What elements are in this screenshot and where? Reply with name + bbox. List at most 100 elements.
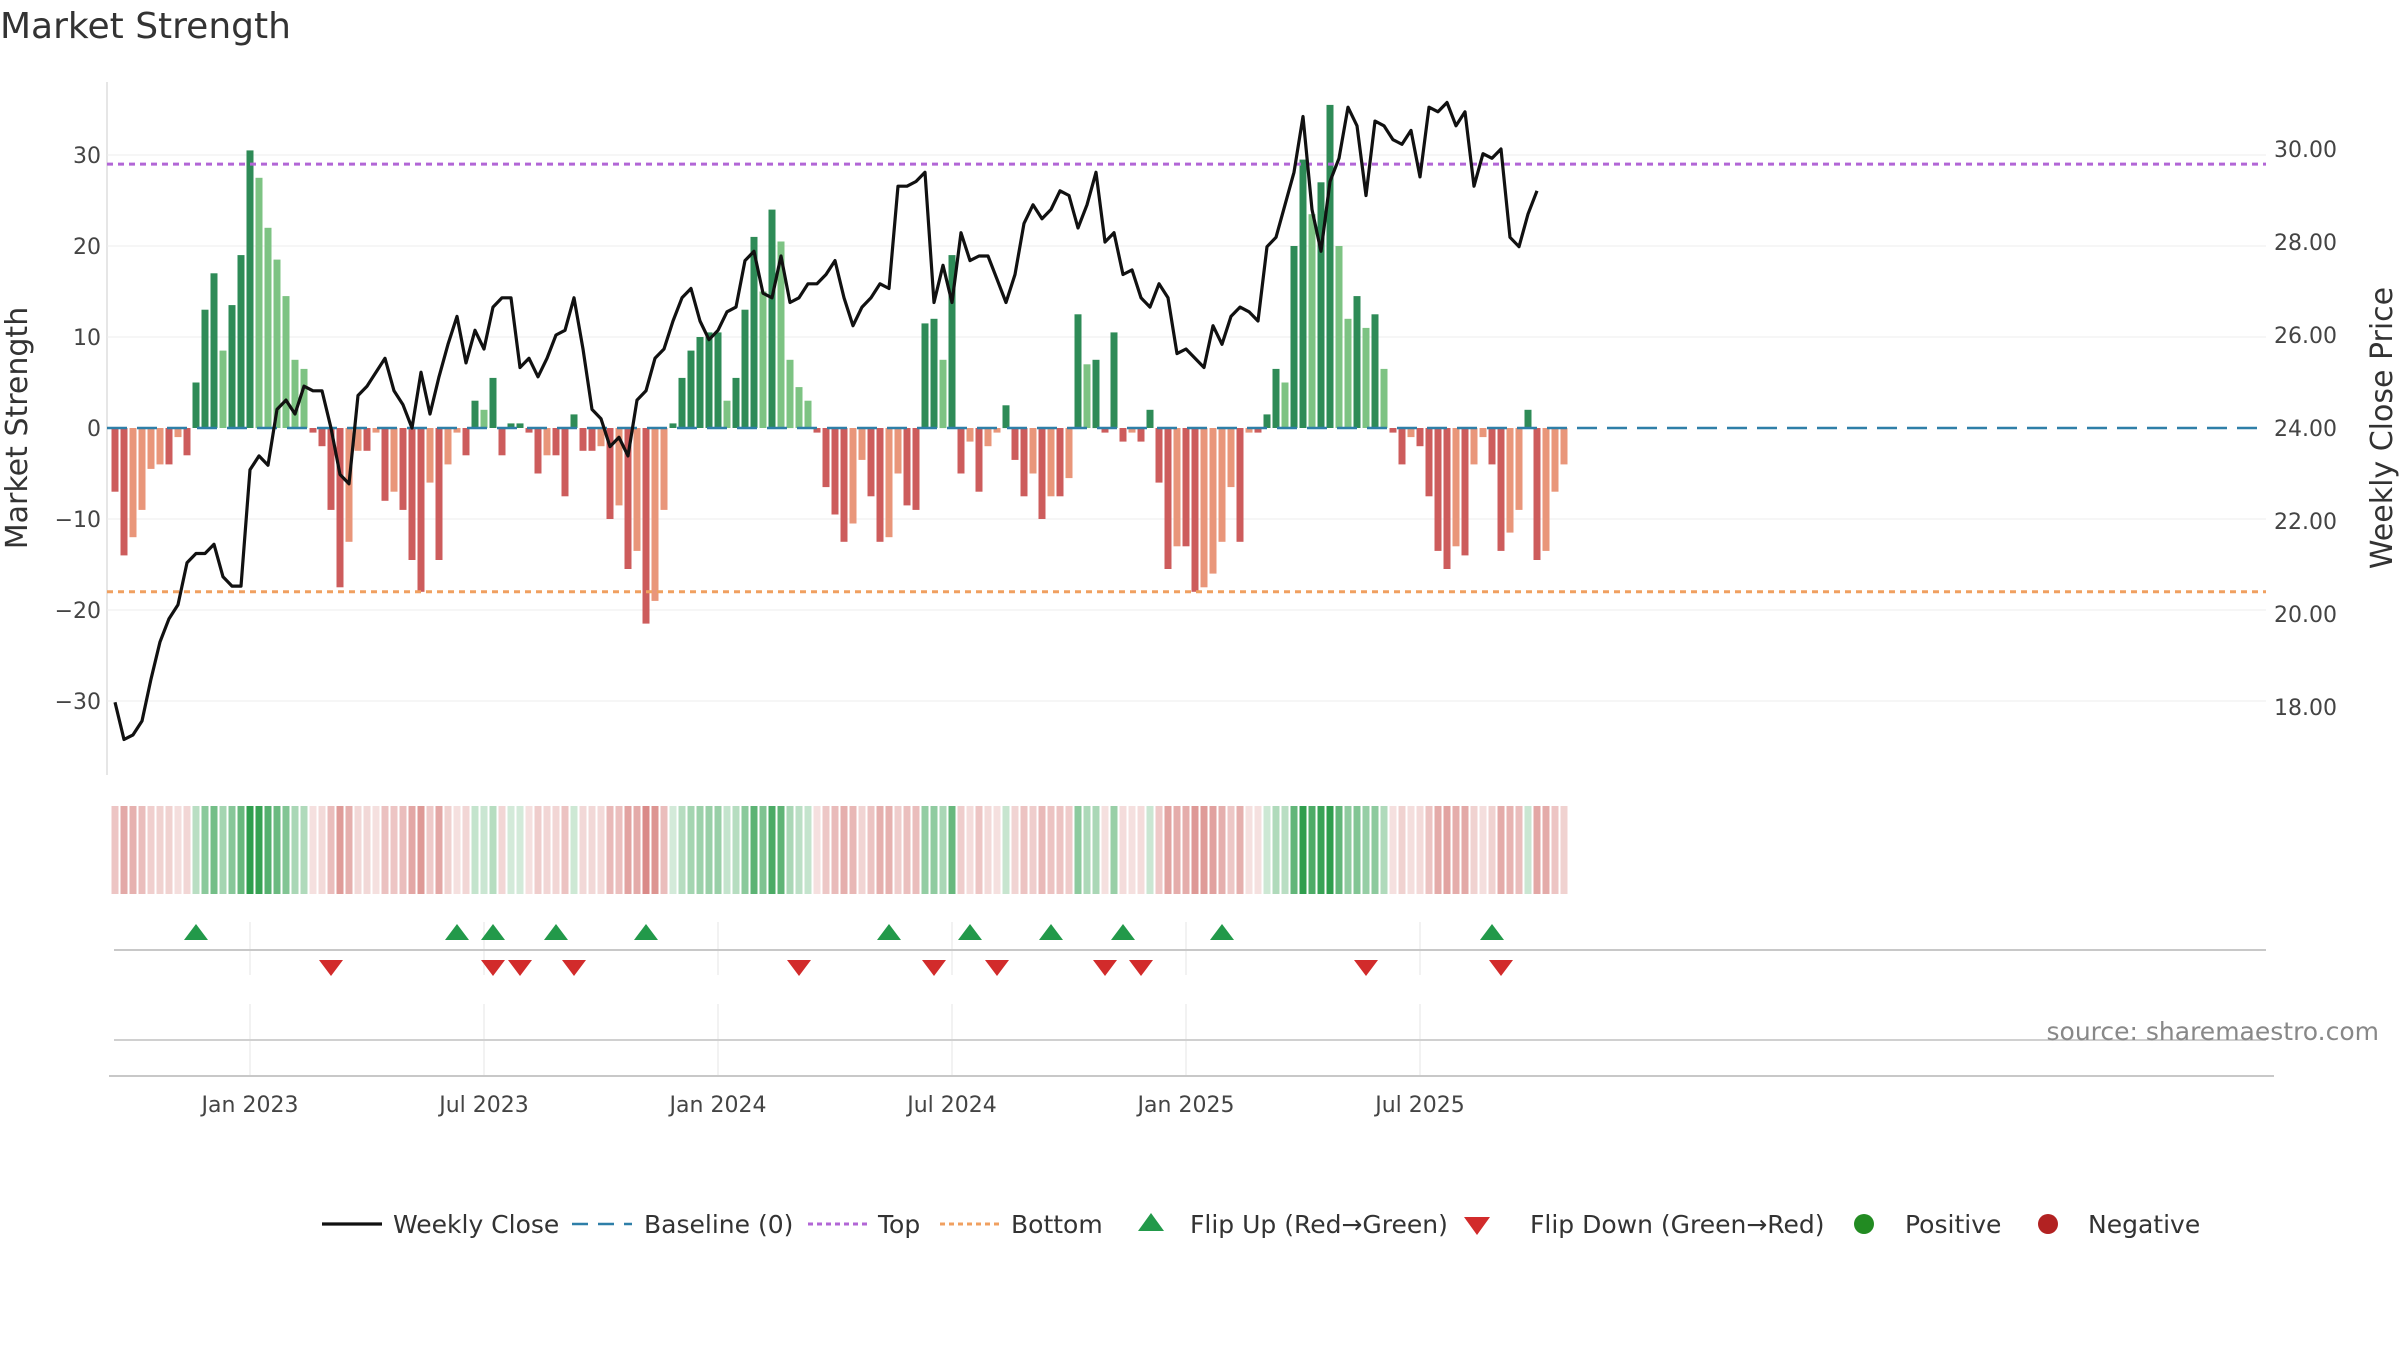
left-tick-3: 0 xyxy=(87,417,101,442)
strength-bar xyxy=(471,400,479,428)
strip-cell xyxy=(309,806,317,894)
strength-bar xyxy=(624,428,632,569)
strength-bar xyxy=(849,428,857,524)
strip-cell xyxy=(741,806,749,894)
strength-bar xyxy=(201,309,209,428)
strength-bar xyxy=(525,428,533,433)
flip-down-marker xyxy=(1129,960,1153,976)
strength-bar xyxy=(1353,296,1361,428)
strength-bar xyxy=(912,428,920,510)
weekly-close-line xyxy=(113,100,1539,742)
strip-cell xyxy=(543,806,551,894)
strip-cell xyxy=(1065,806,1073,894)
strip-cell xyxy=(1002,806,1010,894)
x-tick-4: Jan 2025 xyxy=(1136,1093,1235,1118)
strength-bar xyxy=(1146,409,1154,428)
strength-bar xyxy=(1074,314,1082,429)
strip-cell xyxy=(1038,806,1046,894)
strip-cell xyxy=(318,806,326,894)
strip-cell xyxy=(489,806,497,894)
strength-bar xyxy=(948,255,956,428)
strength-bar xyxy=(1533,428,1541,560)
left-tick-1: 20 xyxy=(73,235,101,260)
strength-bar xyxy=(1344,318,1352,428)
strip-cell xyxy=(1083,806,1091,894)
strength-bar xyxy=(741,309,749,428)
strip-cell xyxy=(633,806,641,894)
strength-bar xyxy=(723,400,731,428)
strength-bar xyxy=(795,387,803,428)
x-tick-2: Jan 2024 xyxy=(668,1093,767,1118)
strength-bar xyxy=(1299,159,1307,428)
strip-cell xyxy=(876,806,884,894)
strength-bar xyxy=(1227,428,1235,488)
strength-bar xyxy=(705,332,713,428)
strip-cell xyxy=(138,806,146,894)
strength-bar xyxy=(129,428,137,538)
strength-bar xyxy=(1101,428,1109,433)
strip-cell xyxy=(1155,806,1163,894)
strength-bar xyxy=(1362,327,1370,428)
strength-bar xyxy=(1470,428,1478,465)
strength-bar xyxy=(318,428,326,447)
strip-cell xyxy=(939,806,947,894)
strip-cell xyxy=(246,806,254,894)
strip-cell xyxy=(1245,806,1253,894)
strength-bar xyxy=(858,428,866,460)
strip-cell xyxy=(534,806,542,894)
strength-bar xyxy=(939,359,947,429)
strength-bar xyxy=(1218,428,1226,542)
strip-cell xyxy=(570,806,578,894)
strip-cell xyxy=(1191,806,1199,894)
flip-up-marker xyxy=(184,924,208,940)
right-tick-1: 28.00 xyxy=(2274,231,2337,256)
flip-up-marker xyxy=(544,924,568,940)
strength-bar xyxy=(381,428,389,501)
strip-cell xyxy=(471,806,479,894)
strip-cell xyxy=(885,806,893,894)
strength-bar xyxy=(768,209,776,428)
x-axis-ticks: Jan 2023 Jul 2023 Jan 2024 Jul 2024 Jan … xyxy=(200,1093,1465,1118)
main-panel: 30 20 10 0 −10 −20 −30 30.00 28.00 26.00… xyxy=(0,82,2400,775)
strip-cell xyxy=(867,806,875,894)
strength-bar xyxy=(642,428,650,624)
legend-bottom: Bottom xyxy=(1011,1210,1103,1239)
strip-cell xyxy=(444,806,452,894)
strength-bar xyxy=(804,400,812,428)
right-tick-5: 20.00 xyxy=(2274,603,2337,628)
strength-bar xyxy=(1245,428,1253,433)
strength-bar xyxy=(210,273,218,428)
left-tick-2: 10 xyxy=(73,326,101,351)
strip-cell xyxy=(957,806,965,894)
strip-cell xyxy=(1353,806,1361,894)
strength-bar xyxy=(1560,428,1568,465)
strength-bar xyxy=(1389,428,1397,433)
legend-negative-icon xyxy=(2038,1214,2058,1234)
strength-bar xyxy=(192,382,200,428)
strength-bar xyxy=(1443,428,1451,569)
strength-bar xyxy=(813,428,821,433)
flip-up-marker xyxy=(1210,924,1234,940)
strip-cell xyxy=(462,806,470,894)
strip-cell xyxy=(1056,806,1064,894)
strip-cell xyxy=(1209,806,1217,894)
strip-cell xyxy=(1389,806,1397,894)
strength-bar xyxy=(120,428,128,556)
strip-cell xyxy=(723,806,731,894)
strip-cell xyxy=(1236,806,1244,894)
strength-bar xyxy=(489,377,497,428)
strength-bar xyxy=(1308,214,1316,428)
strength-bar xyxy=(696,337,704,428)
legend-flip-down-icon xyxy=(1464,1217,1490,1235)
strip-cell xyxy=(147,806,155,894)
strip-cell xyxy=(1290,806,1298,894)
strength-bar xyxy=(363,428,371,451)
strength-bar xyxy=(606,428,614,519)
strip-cell xyxy=(363,806,371,894)
strip-cell xyxy=(1218,806,1226,894)
strength-bar xyxy=(516,423,524,428)
flip-down-marker xyxy=(787,960,811,976)
strip-cell xyxy=(795,806,803,894)
strip-cell xyxy=(579,806,587,894)
strip-cell xyxy=(264,806,272,894)
